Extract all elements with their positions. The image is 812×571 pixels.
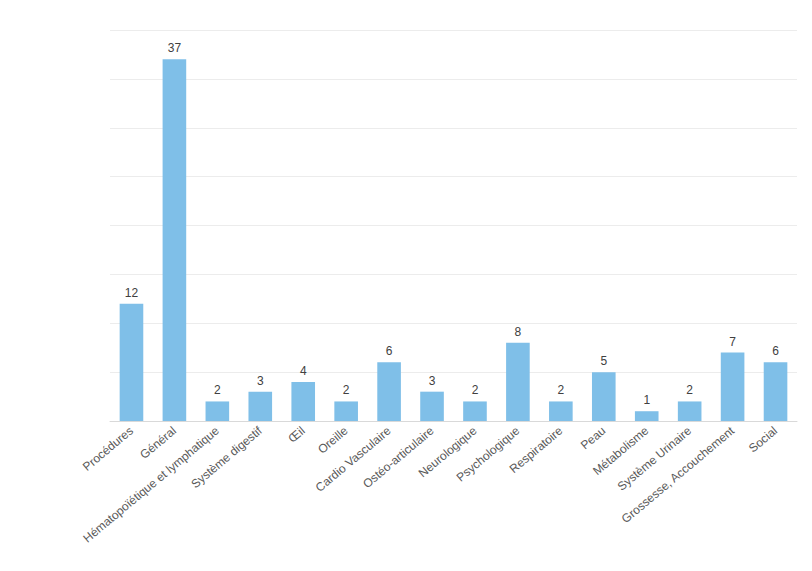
- svg-text:12: 12: [125, 286, 139, 300]
- svg-text:7: 7: [729, 335, 736, 349]
- svg-text:6: 6: [386, 344, 393, 358]
- svg-text:3: 3: [429, 374, 436, 388]
- svg-text:Grossesse, Accouchement: Grossesse, Accouchement: [619, 423, 738, 526]
- svg-text:37: 37: [168, 41, 182, 55]
- svg-text:2: 2: [558, 383, 565, 397]
- svg-text:2: 2: [472, 383, 479, 397]
- svg-text:Peau: Peau: [578, 424, 608, 453]
- svg-text:Œil: Œil: [285, 424, 307, 446]
- svg-text:1: 1: [643, 393, 650, 407]
- svg-text:Système digestif: Système digestif: [188, 423, 265, 491]
- svg-text:6: 6: [772, 344, 779, 358]
- svg-text:Psychologique: Psychologique: [454, 423, 523, 484]
- svg-text:Oreille: Oreille: [315, 423, 351, 456]
- svg-text:5: 5: [600, 354, 607, 368]
- svg-text:Respiratoire: Respiratoire: [507, 423, 566, 476]
- svg-text:3: 3: [257, 374, 264, 388]
- svg-text:Cardio Vasculaire: Cardio Vasculaire: [313, 423, 394, 494]
- svg-text:Social: Social: [746, 424, 780, 456]
- svg-text:Ostéo-articulaire: Ostéo-articulaire: [360, 423, 437, 491]
- svg-text:2: 2: [214, 383, 221, 397]
- svg-text:Métabolisme: Métabolisme: [590, 423, 652, 479]
- svg-text:Système Urinaire: Système Urinaire: [615, 423, 695, 493]
- svg-text:8: 8: [515, 325, 522, 339]
- svg-text:2: 2: [343, 383, 350, 397]
- svg-text:Hématopoïétique et lymphatique: Hématopoïétique et lymphatique: [80, 423, 222, 546]
- svg-text:Procédures: Procédures: [80, 424, 136, 474]
- svg-text:Neurologique: Neurologique: [415, 423, 480, 481]
- svg-text:4: 4: [300, 364, 307, 378]
- svg-text:Général: Général: [137, 424, 179, 462]
- svg-text:2: 2: [686, 383, 693, 397]
